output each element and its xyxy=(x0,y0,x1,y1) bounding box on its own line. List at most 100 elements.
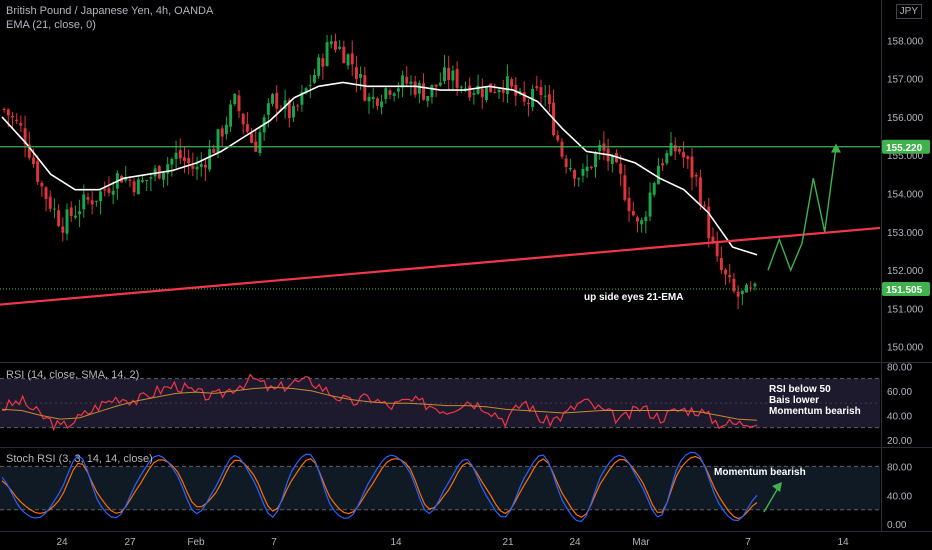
candle-body xyxy=(69,207,73,217)
candle-body xyxy=(426,95,430,102)
candle-body xyxy=(422,83,426,100)
candle-body xyxy=(627,197,631,212)
candle-body xyxy=(409,81,413,84)
chart-title: British Pound / Japanese Yen, 4h, OANDA xyxy=(6,5,214,17)
candle-body xyxy=(2,108,6,110)
price-tick-label: 151.000 xyxy=(887,304,924,315)
candle-body xyxy=(233,93,237,105)
candle-body xyxy=(11,115,14,118)
rsi-tick-label: 60.00 xyxy=(887,387,912,398)
candle-body xyxy=(23,128,27,145)
stoch-rsi-pane[interactable]: 0.00 40.00 80.00 xyxy=(0,451,912,531)
candle-body xyxy=(451,70,455,81)
candle-body xyxy=(359,73,363,78)
candle-body xyxy=(292,105,295,118)
candle-body xyxy=(677,148,681,152)
candle-body xyxy=(719,258,723,270)
rsi-tick-label: 40.00 xyxy=(887,411,912,422)
price-overlay-lines xyxy=(0,81,881,306)
candle-body xyxy=(275,92,279,109)
candle-body xyxy=(438,82,442,86)
time-tick-label: 24 xyxy=(56,537,68,548)
currency-badge[interactable]: JPY xyxy=(895,4,922,19)
candle-body xyxy=(178,150,182,159)
candle-body xyxy=(182,157,186,161)
time-tick-label: 21 xyxy=(502,537,514,548)
current-price-badge xyxy=(882,282,930,297)
candle-body xyxy=(212,148,216,153)
candle-body xyxy=(535,86,539,89)
candle-body xyxy=(484,86,488,101)
rsi-pane[interactable]: 20.00 40.00 60.00 80.00 xyxy=(0,362,912,447)
candle-body xyxy=(703,205,707,207)
rsi-annotation-line: Bais lower xyxy=(769,395,819,406)
candle-body xyxy=(237,95,241,112)
ema-line xyxy=(1,81,758,256)
candle-body xyxy=(749,287,753,289)
candle-body xyxy=(287,99,291,119)
candle-body xyxy=(581,168,585,176)
time-tick-label: 7 xyxy=(745,537,751,548)
stoch-legend: Stoch RSI (3, 3, 14, 14, close) xyxy=(6,453,153,465)
candle-body xyxy=(44,187,48,199)
candle-body xyxy=(304,88,308,93)
time-axis: 24 27 Feb 7 14 21 24 Mar 7 14 xyxy=(56,537,849,548)
candle-body xyxy=(220,128,224,137)
candle-body xyxy=(128,179,132,181)
candle-body xyxy=(430,84,434,97)
candle-body xyxy=(753,283,757,287)
rsi-ma-line xyxy=(1,386,758,421)
candle-body xyxy=(250,133,254,143)
candle-body xyxy=(82,194,86,210)
stoch-tick-label: 0.00 xyxy=(887,520,907,531)
price-tick-label: 153.000 xyxy=(887,228,924,239)
price-tick-label: 158.000 xyxy=(887,36,924,47)
candle-body xyxy=(52,208,56,210)
current-price-badge-text: 151.505 xyxy=(886,285,923,296)
candle-body xyxy=(313,74,316,83)
candle-body xyxy=(224,124,228,135)
price-tick-label: 150.000 xyxy=(887,343,924,354)
candle-body xyxy=(715,242,719,257)
ema-legend: EMA (21, close, 0) xyxy=(6,19,96,31)
stoch-annotation: Momentum bearish xyxy=(714,467,806,478)
price-tick-label: 152.000 xyxy=(887,266,924,277)
candle-body xyxy=(65,209,69,234)
candlesticks[interactable] xyxy=(2,33,757,310)
candle-body xyxy=(698,177,702,206)
candle-body xyxy=(141,180,144,182)
candle-body xyxy=(94,200,98,202)
candle-body xyxy=(271,94,275,104)
stoch-tick-label: 40.00 xyxy=(887,491,912,502)
candle-body xyxy=(124,177,128,181)
candle-body xyxy=(266,103,270,115)
candle-body xyxy=(531,88,535,108)
candle-body xyxy=(350,53,354,65)
candle-body xyxy=(170,158,174,165)
candle-body xyxy=(635,217,639,222)
rsi-annotation-line: Momentum bearish xyxy=(769,406,861,417)
candle-body xyxy=(610,155,614,165)
candle-body xyxy=(380,101,384,108)
candle-body xyxy=(489,83,493,93)
candle-body xyxy=(195,166,199,170)
candle-body xyxy=(388,90,392,95)
candle-body xyxy=(476,85,480,94)
price-tick-label: 156.000 xyxy=(887,113,924,124)
candle-body xyxy=(745,284,748,293)
candle-body xyxy=(174,152,178,159)
candle-body xyxy=(707,206,711,239)
candle-body xyxy=(690,156,694,178)
candle-body xyxy=(48,196,52,209)
candle-body xyxy=(464,88,467,90)
candle-body xyxy=(15,119,19,121)
time-tick-label: Feb xyxy=(187,537,205,548)
candle-body xyxy=(598,144,602,152)
candle-body xyxy=(640,220,644,225)
candle-body xyxy=(73,215,77,218)
candle-body xyxy=(57,210,61,227)
projection-path xyxy=(767,147,837,272)
candle-body xyxy=(686,156,690,160)
